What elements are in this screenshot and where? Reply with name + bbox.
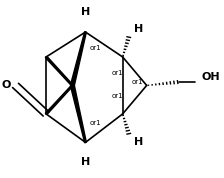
Text: H: H	[134, 24, 143, 34]
Polygon shape	[45, 85, 73, 114]
Text: or1: or1	[90, 45, 101, 51]
Polygon shape	[45, 56, 73, 86]
Text: H: H	[81, 7, 90, 17]
Polygon shape	[70, 32, 86, 86]
Text: or1: or1	[112, 70, 123, 76]
Text: or1: or1	[90, 120, 101, 126]
Text: O: O	[2, 80, 11, 90]
Text: OH: OH	[201, 72, 220, 82]
Text: or1: or1	[131, 79, 143, 85]
Text: or1: or1	[112, 93, 123, 99]
Polygon shape	[70, 85, 86, 143]
Text: H: H	[81, 157, 90, 167]
Text: H: H	[134, 137, 143, 147]
